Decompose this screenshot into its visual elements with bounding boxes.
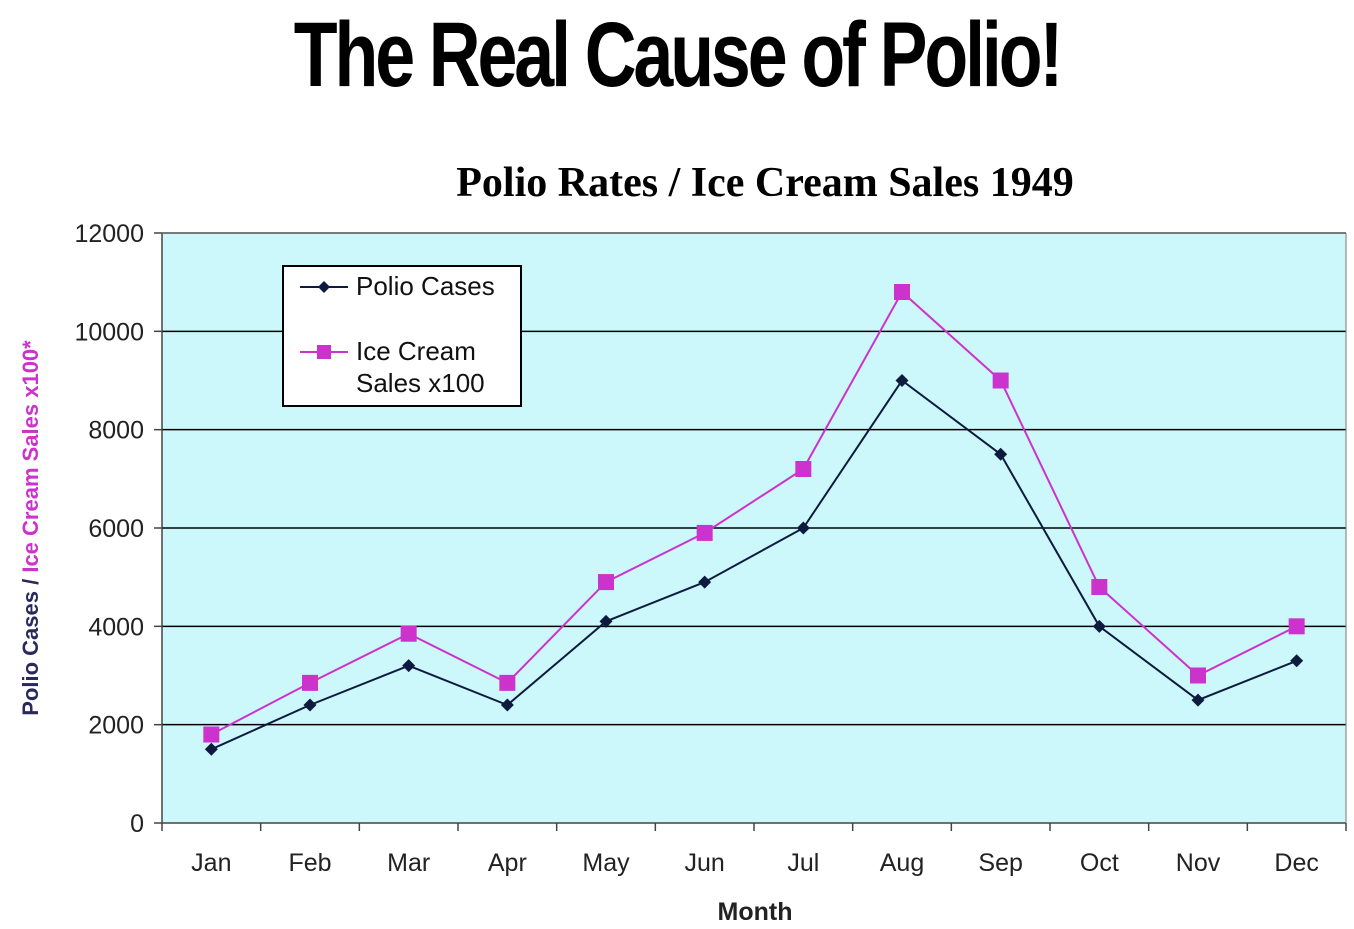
x-tick-label: Oct bbox=[1080, 849, 1119, 877]
chart-title: Polio Rates / Ice Cream Sales 1949 bbox=[456, 160, 1073, 206]
polio-point bbox=[895, 374, 909, 387]
y-tick-label: 4000 bbox=[88, 613, 144, 641]
series-markers bbox=[203, 284, 1305, 756]
x-tick-label: Jan bbox=[191, 849, 231, 877]
x-tick-label: Dec bbox=[1274, 849, 1318, 877]
y-axis-title-part1: Polio Cases / bbox=[18, 573, 43, 716]
ice-cream-point bbox=[795, 461, 812, 477]
polio-point bbox=[402, 659, 416, 673]
ice-cream-point bbox=[696, 524, 713, 541]
y-tick-label: 0 bbox=[130, 810, 144, 838]
x-tick-label: Jul bbox=[787, 849, 819, 877]
series-line-ice-cream bbox=[210, 290, 1298, 736]
legend-polio-marker bbox=[318, 281, 330, 293]
polio-point bbox=[303, 698, 317, 712]
ice-cream-point bbox=[203, 726, 220, 743]
x-tick-label: Jun bbox=[685, 849, 725, 877]
x-tick-label: Sep bbox=[978, 849, 1022, 877]
y-axis-title-part2: Ice Cream Sales x100* bbox=[18, 340, 43, 573]
ice-cream-point bbox=[400, 625, 417, 642]
series-lines bbox=[210, 290, 1298, 751]
ice-cream-point bbox=[499, 674, 516, 691]
polio-point bbox=[796, 521, 810, 535]
y-axis-title: Polio Cases / Ice Cream Sales x100* bbox=[18, 340, 43, 716]
ice-cream-point bbox=[302, 674, 318, 691]
legend: Polio Cases Ice Cream Sales x100 bbox=[282, 265, 522, 407]
x-axis-title: Month bbox=[718, 898, 793, 926]
ice-cream-point bbox=[1091, 579, 1108, 595]
polio-point bbox=[599, 614, 613, 628]
polio-point bbox=[1290, 654, 1304, 668]
y-tick-labels: 0 2000 4000 6000 8000 10000 12000 bbox=[74, 220, 162, 838]
x-tick-label: Aug bbox=[880, 849, 924, 877]
legend-icecream-marker bbox=[317, 345, 331, 359]
ice-cream-point bbox=[894, 284, 910, 300]
legend-icecream-label-line2: Sales x100 bbox=[356, 368, 485, 398]
y-tick-label: 8000 bbox=[88, 417, 144, 445]
x-tick-label: Feb bbox=[288, 849, 331, 877]
x-tick-label: Mar bbox=[387, 849, 430, 877]
y-tick-label: 2000 bbox=[88, 712, 144, 740]
polio-point bbox=[994, 447, 1008, 461]
ice-cream-point bbox=[598, 574, 614, 591]
polio-point bbox=[500, 698, 514, 712]
ice-cream-point bbox=[992, 372, 1009, 389]
legend-icecream-label-line1: Ice Cream bbox=[356, 336, 476, 366]
headline: The Real Cause of Polio! bbox=[293, 4, 1064, 106]
polio-point bbox=[1191, 693, 1205, 707]
polio-point bbox=[1092, 619, 1106, 633]
x-tick-label: Nov bbox=[1176, 849, 1221, 877]
ice-cream-point bbox=[1288, 618, 1305, 635]
legend-polio-label: Polio Cases bbox=[356, 271, 495, 301]
x-tick-labels: Jan Feb Mar Apr May Jun Jul Aug Sep Oct Nov Dec bbox=[161, 823, 1347, 877]
y-tick-label: 6000 bbox=[88, 515, 144, 543]
ice-cream-point bbox=[1190, 667, 1206, 684]
x-tick-label: Apr bbox=[488, 849, 527, 877]
x-tick-label: May bbox=[582, 849, 630, 877]
series-line-polio bbox=[210, 379, 1298, 751]
y-tick-label: 12000 bbox=[74, 220, 144, 248]
y-tick-label: 10000 bbox=[74, 318, 144, 346]
polio-point bbox=[204, 742, 218, 756]
polio-point bbox=[698, 575, 712, 589]
